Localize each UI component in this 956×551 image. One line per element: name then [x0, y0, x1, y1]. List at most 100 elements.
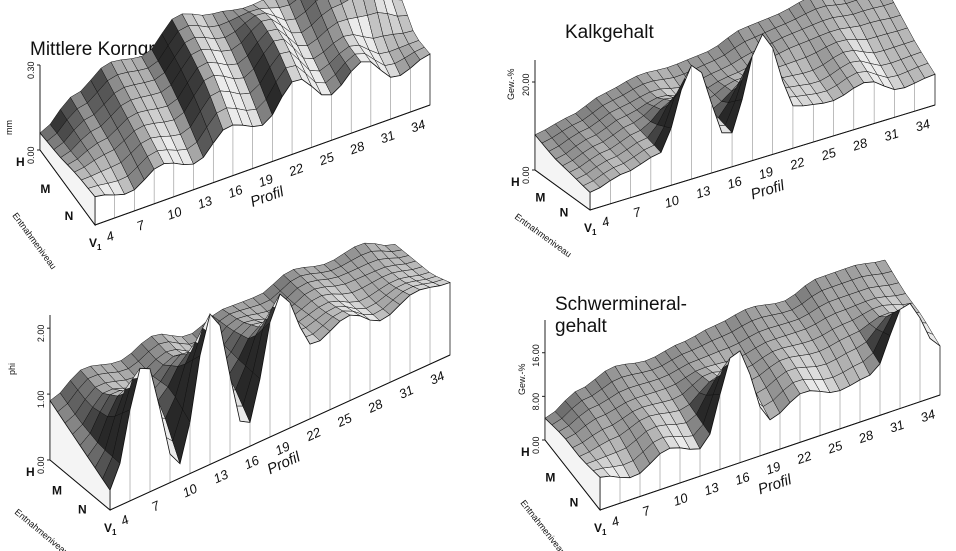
- x-tick-label: 31: [396, 382, 415, 402]
- chart-panel-1: Mittlere Korngröße (d50)0.000.30mm471013…: [4, 0, 431, 271]
- level-subscript: 1: [602, 528, 607, 537]
- z-axis-line: [49, 459, 111, 511]
- x-tick-label: 4: [118, 512, 131, 529]
- chart-panel-3: Sortierung0.001.002.00phi471013161922252…: [7, 242, 451, 551]
- x-tick-label: 16: [242, 452, 262, 472]
- x-axis-label: Profil: [749, 177, 787, 203]
- x-tick-label: 34: [427, 368, 446, 388]
- level-subscript: 1: [112, 528, 117, 537]
- x-axis-line: [109, 354, 451, 511]
- z-axis-label: Entnahmeniveau: [13, 507, 71, 551]
- x-tick-label: 34: [409, 116, 428, 135]
- x-tick-label: 28: [347, 138, 367, 158]
- level-label: V1: [104, 521, 117, 537]
- x-tick-label: 31: [888, 417, 907, 436]
- z-axis-line: [39, 149, 96, 226]
- surface-mesh: [39, 0, 431, 197]
- y-tick-label: 20.00: [521, 73, 531, 96]
- x-tick-label: 22: [787, 154, 807, 173]
- x-tick-label: 31: [378, 127, 397, 146]
- x-tick-label: 31: [882, 126, 900, 145]
- level-label: M: [40, 182, 50, 196]
- x-axis-line: [94, 104, 431, 226]
- chart-title-line2: gehalt: [555, 316, 607, 337]
- x-tick-label: 7: [640, 502, 652, 519]
- x-tick-label: 19: [764, 459, 783, 478]
- y-axis-label: phi: [7, 363, 17, 375]
- front-wall: [599, 302, 941, 511]
- chart-panel-2: Kalkgehalt 0.00 20.00 Gew.-% 4 7 10 13 16 19 22 25 2…: [506, 0, 936, 259]
- z-axis-label: Entnahmeniveau: [10, 211, 58, 271]
- level-label: H: [26, 465, 35, 479]
- x-tick-label: 16: [725, 173, 744, 192]
- x-tick-label: 13: [694, 183, 713, 202]
- y-axis-label: Gew.-%: [517, 363, 527, 395]
- x-axis-label: Profil: [248, 183, 287, 211]
- level-label: N: [570, 496, 579, 510]
- y-tick-label: 1.00: [36, 391, 46, 409]
- x-tick-label: 10: [165, 203, 184, 222]
- level-label: M: [545, 470, 555, 484]
- x-tick-label: 25: [316, 149, 336, 169]
- level-label: V1: [594, 521, 607, 537]
- level-label: N: [78, 502, 87, 516]
- x-tick-label: 28: [856, 427, 876, 446]
- level-label: H: [16, 155, 25, 169]
- chart-title: Schwermineral-: [555, 294, 687, 315]
- z-axis-line: [534, 169, 591, 211]
- y-tick-label: 0.00: [26, 146, 36, 164]
- front-wall: [109, 281, 451, 511]
- x-tick-label: 4: [104, 228, 116, 245]
- x-tick-label: 34: [914, 116, 932, 135]
- x-tick-label: 22: [794, 448, 814, 467]
- x-tick-label: 13: [211, 466, 231, 486]
- surface-mesh: [544, 259, 941, 479]
- x-axis-line: [589, 104, 936, 211]
- y-tick-label: 0.00: [36, 456, 46, 474]
- x-tick-label: 22: [303, 424, 324, 444]
- y-tick-label: 0.00: [521, 166, 531, 184]
- y-tick-label: 0.00: [531, 436, 541, 454]
- x-tick-label: 7: [631, 204, 643, 221]
- front-wall: [589, 33, 936, 211]
- y-tick-label: 8.00: [531, 393, 541, 411]
- x-tick-label: 25: [819, 144, 839, 163]
- x-tick-label: 7: [149, 497, 163, 514]
- x-tick-label: 25: [825, 437, 845, 456]
- level-label: N: [65, 209, 74, 223]
- y-axis-label: Gew.-%: [506, 68, 516, 100]
- y-tick-label: 16.00: [531, 344, 541, 367]
- x-axis-label: Profil: [756, 471, 794, 498]
- x-tick-label: 10: [671, 490, 690, 509]
- x-tick-label: 13: [702, 479, 721, 498]
- x-tick-label: 4: [600, 214, 611, 230]
- x-tick-label: 34: [919, 406, 938, 425]
- z-axis-line: [544, 439, 601, 511]
- level-label: N: [560, 206, 569, 220]
- x-tick-label: 19: [757, 164, 775, 183]
- x-tick-label: 16: [733, 469, 752, 488]
- x-tick-label: 28: [365, 396, 386, 416]
- x-tick-label: 25: [334, 410, 355, 430]
- level-subscript: 1: [592, 228, 597, 237]
- y-tick-label: 0.30: [26, 61, 36, 79]
- x-tick-label: 22: [286, 160, 306, 180]
- front-wall: [94, 53, 431, 226]
- y-tick-label: 2.00: [36, 325, 46, 343]
- level-subscript: 1: [97, 243, 102, 252]
- y-axis-label: mm: [4, 120, 14, 135]
- level-label: V1: [89, 236, 102, 252]
- level-label: M: [52, 484, 62, 498]
- chart-panel-4: Schwermineral-gehalt 0.00 8.00 16.00 Gew.-% 4…: [517, 259, 941, 551]
- x-tick-label: 19: [273, 438, 292, 458]
- x-tick-label: 16: [226, 182, 245, 201]
- surface-cell: [287, 0, 297, 6]
- chart-title: Kalkgehalt: [565, 22, 654, 43]
- z-axis-label: Entnahmeniveau: [518, 498, 568, 551]
- x-tick-label: 19: [256, 171, 275, 190]
- x-tick-label: 13: [195, 193, 214, 212]
- x-tick-label: 7: [135, 217, 148, 234]
- x-tick-label: 10: [180, 480, 200, 500]
- x-tick-label: 10: [663, 192, 682, 211]
